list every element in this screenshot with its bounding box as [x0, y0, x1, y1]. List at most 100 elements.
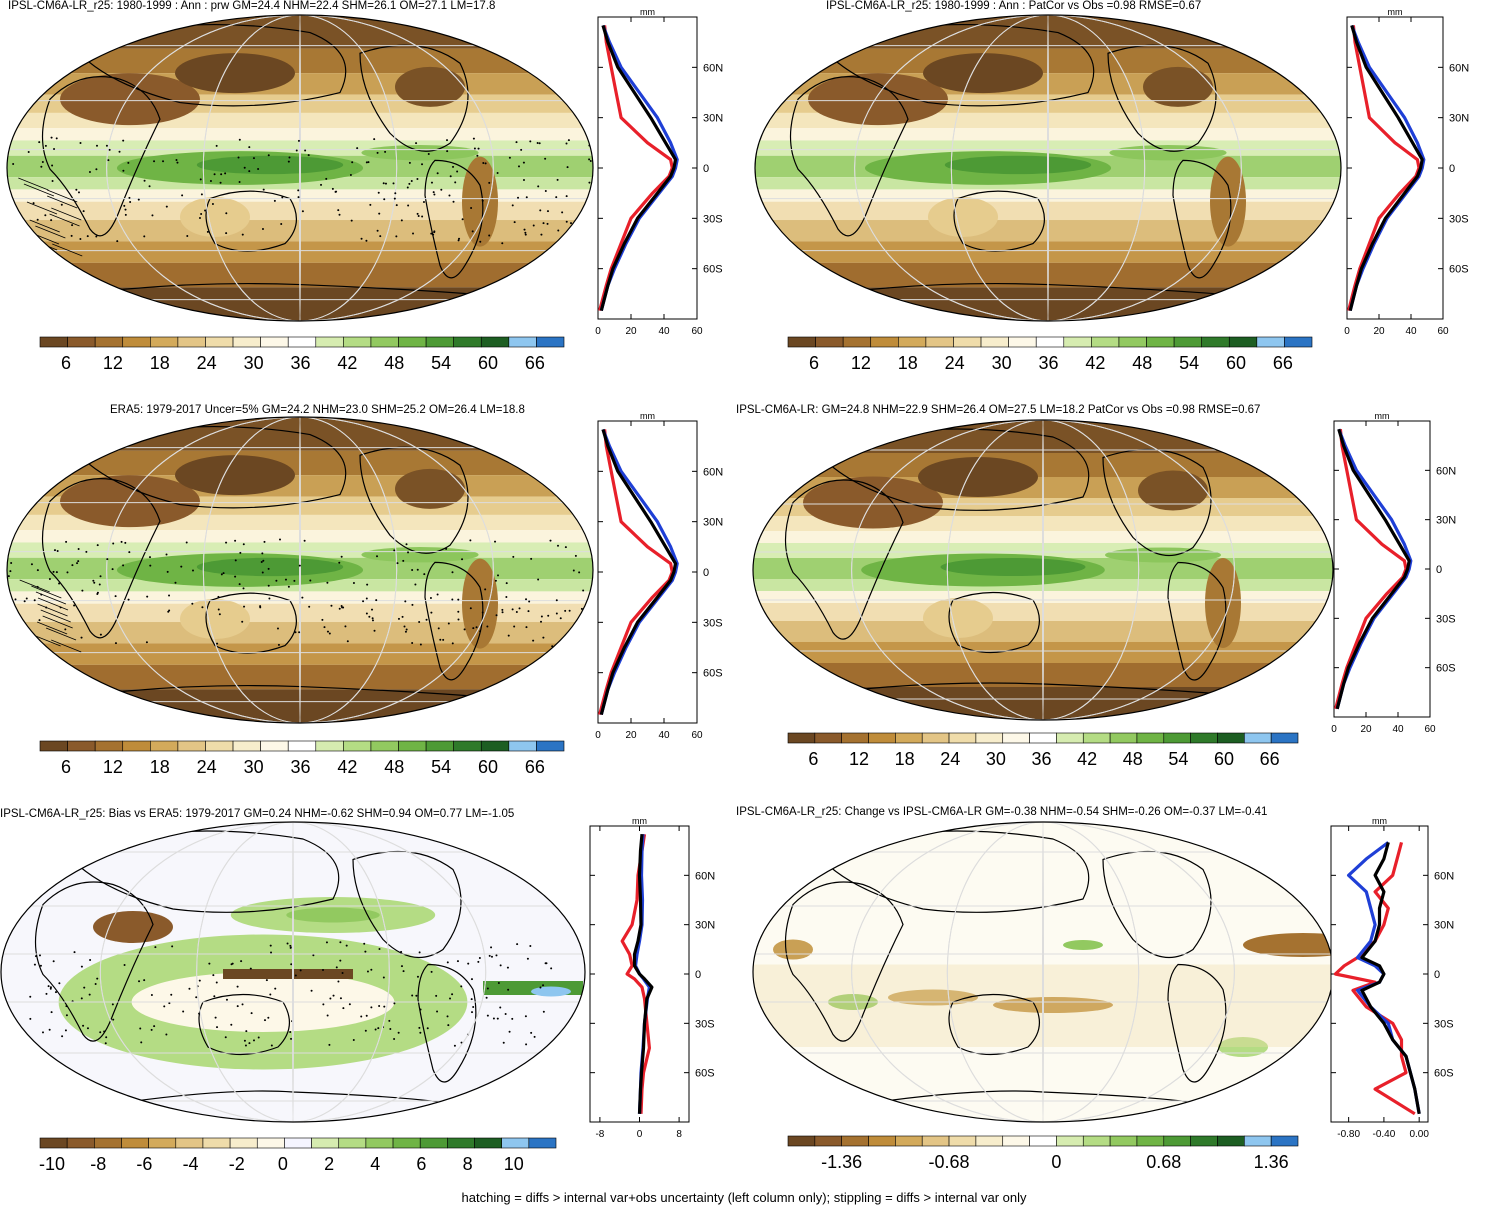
map-stipple	[451, 571, 454, 574]
profile-xtick-label: 40	[1405, 326, 1417, 337]
profile-series-black	[1335, 428, 1411, 710]
map-stipple	[118, 150, 121, 153]
map-stipple	[365, 1014, 368, 1017]
map-stipple	[66, 571, 69, 574]
map-stipple	[530, 1031, 533, 1034]
map-stipple	[95, 235, 98, 238]
map-coastline	[789, 76, 909, 237]
map-stipple	[340, 555, 343, 558]
colorbar-label: 24	[197, 757, 217, 777]
map-stipple	[198, 216, 201, 219]
map-stipple	[339, 997, 342, 1000]
map-australia-fill	[180, 196, 250, 237]
map-stipple	[209, 179, 212, 182]
colorbar-swatch	[175, 1137, 204, 1149]
map-itcz-east	[1109, 145, 1227, 161]
map-stipple	[165, 1033, 168, 1036]
colorbar-label: 60	[478, 757, 498, 777]
map-stipple	[58, 582, 61, 585]
map-hatch	[18, 177, 49, 191]
colorbar-label: 54	[431, 353, 451, 373]
map-stipple	[99, 575, 102, 578]
map-hatch	[45, 627, 77, 641]
map-stipple	[522, 179, 525, 182]
map-stipple	[430, 181, 433, 184]
map-stipple	[163, 1005, 166, 1008]
map-stipple	[425, 618, 428, 621]
profile-xtick-label: 20	[625, 326, 637, 337]
map-stipple	[154, 946, 157, 949]
map-stipple	[322, 1003, 325, 1006]
map-stipple	[137, 198, 140, 201]
map-stipple	[139, 1027, 142, 1030]
colorbar-swatch	[150, 740, 179, 752]
map-stipple	[555, 612, 558, 615]
map-stipple	[287, 160, 290, 163]
map-stipple	[71, 224, 74, 227]
colorbar-swatch	[94, 1137, 122, 1149]
map-stipple	[297, 139, 300, 142]
map-stipple	[516, 943, 519, 946]
map-stipple	[14, 626, 17, 629]
colorbar-label: 24	[197, 353, 217, 373]
map-stipple	[252, 1039, 255, 1042]
map-stipple	[225, 541, 228, 544]
map-coastline	[1102, 448, 1212, 557]
colorbar-label: 48	[1123, 749, 1143, 769]
map-stipple	[220, 573, 223, 576]
map-coastline	[68, 23, 347, 107]
profile-ytick-label: 30S	[703, 617, 723, 629]
profile-ytick-label: 30S	[1436, 613, 1456, 625]
map-meridian	[851, 420, 1235, 720]
map-stipple	[582, 589, 585, 592]
colorbar-swatch	[814, 1135, 842, 1147]
map-hatch	[29, 219, 60, 233]
colorbar-swatch	[953, 336, 982, 348]
map-stipple	[307, 154, 310, 157]
colorbar-label: 54	[431, 757, 451, 777]
map-stipple	[245, 1030, 248, 1033]
map-stipple	[446, 139, 449, 142]
map-stipple	[267, 1016, 270, 1019]
map-stipple	[454, 181, 457, 184]
map-stipple	[414, 583, 417, 586]
map-stipple	[367, 161, 370, 164]
colorbar-swatch	[338, 1137, 367, 1149]
map-stipple	[286, 942, 289, 945]
map-stipple	[76, 562, 79, 565]
map-stipple	[243, 605, 246, 608]
map-stipple	[451, 598, 454, 601]
map-hatch	[37, 597, 69, 611]
map-stipple	[244, 1044, 247, 1047]
map-stipple	[217, 608, 220, 611]
map-stipple	[234, 539, 237, 542]
map-change-green2	[1063, 940, 1103, 950]
colorbar-swatch	[787, 732, 816, 744]
map-stipple	[112, 1018, 115, 1021]
profile-xtick-label: 0.00	[1409, 1129, 1429, 1140]
map-stipple	[566, 166, 569, 169]
colorbar-swatch	[898, 336, 927, 348]
map-hatch	[42, 615, 73, 629]
map-stipple	[231, 962, 234, 965]
profile-xtick-label: 40	[658, 730, 670, 741]
colorbar-swatch	[1056, 732, 1084, 744]
map-stipple	[411, 642, 414, 645]
map-stipple	[508, 1030, 511, 1033]
map-stipple	[377, 1027, 380, 1030]
map-stipple	[572, 569, 575, 572]
colorbar-swatch	[1109, 1135, 1138, 1147]
map-stipple	[153, 1025, 156, 1028]
map-border	[6, 14, 594, 322]
profile-xtick-label: 40	[1392, 724, 1404, 735]
map-stipple	[416, 177, 419, 180]
colorbar-swatch	[122, 336, 151, 348]
map-stipple	[339, 941, 342, 944]
map-stipple	[589, 159, 592, 162]
profile-ytick-label: 30N	[1449, 113, 1469, 125]
colorbar-swatch	[948, 732, 977, 744]
map-stipple	[538, 142, 541, 145]
map-stipple	[446, 150, 449, 153]
map-stipple	[402, 970, 405, 973]
